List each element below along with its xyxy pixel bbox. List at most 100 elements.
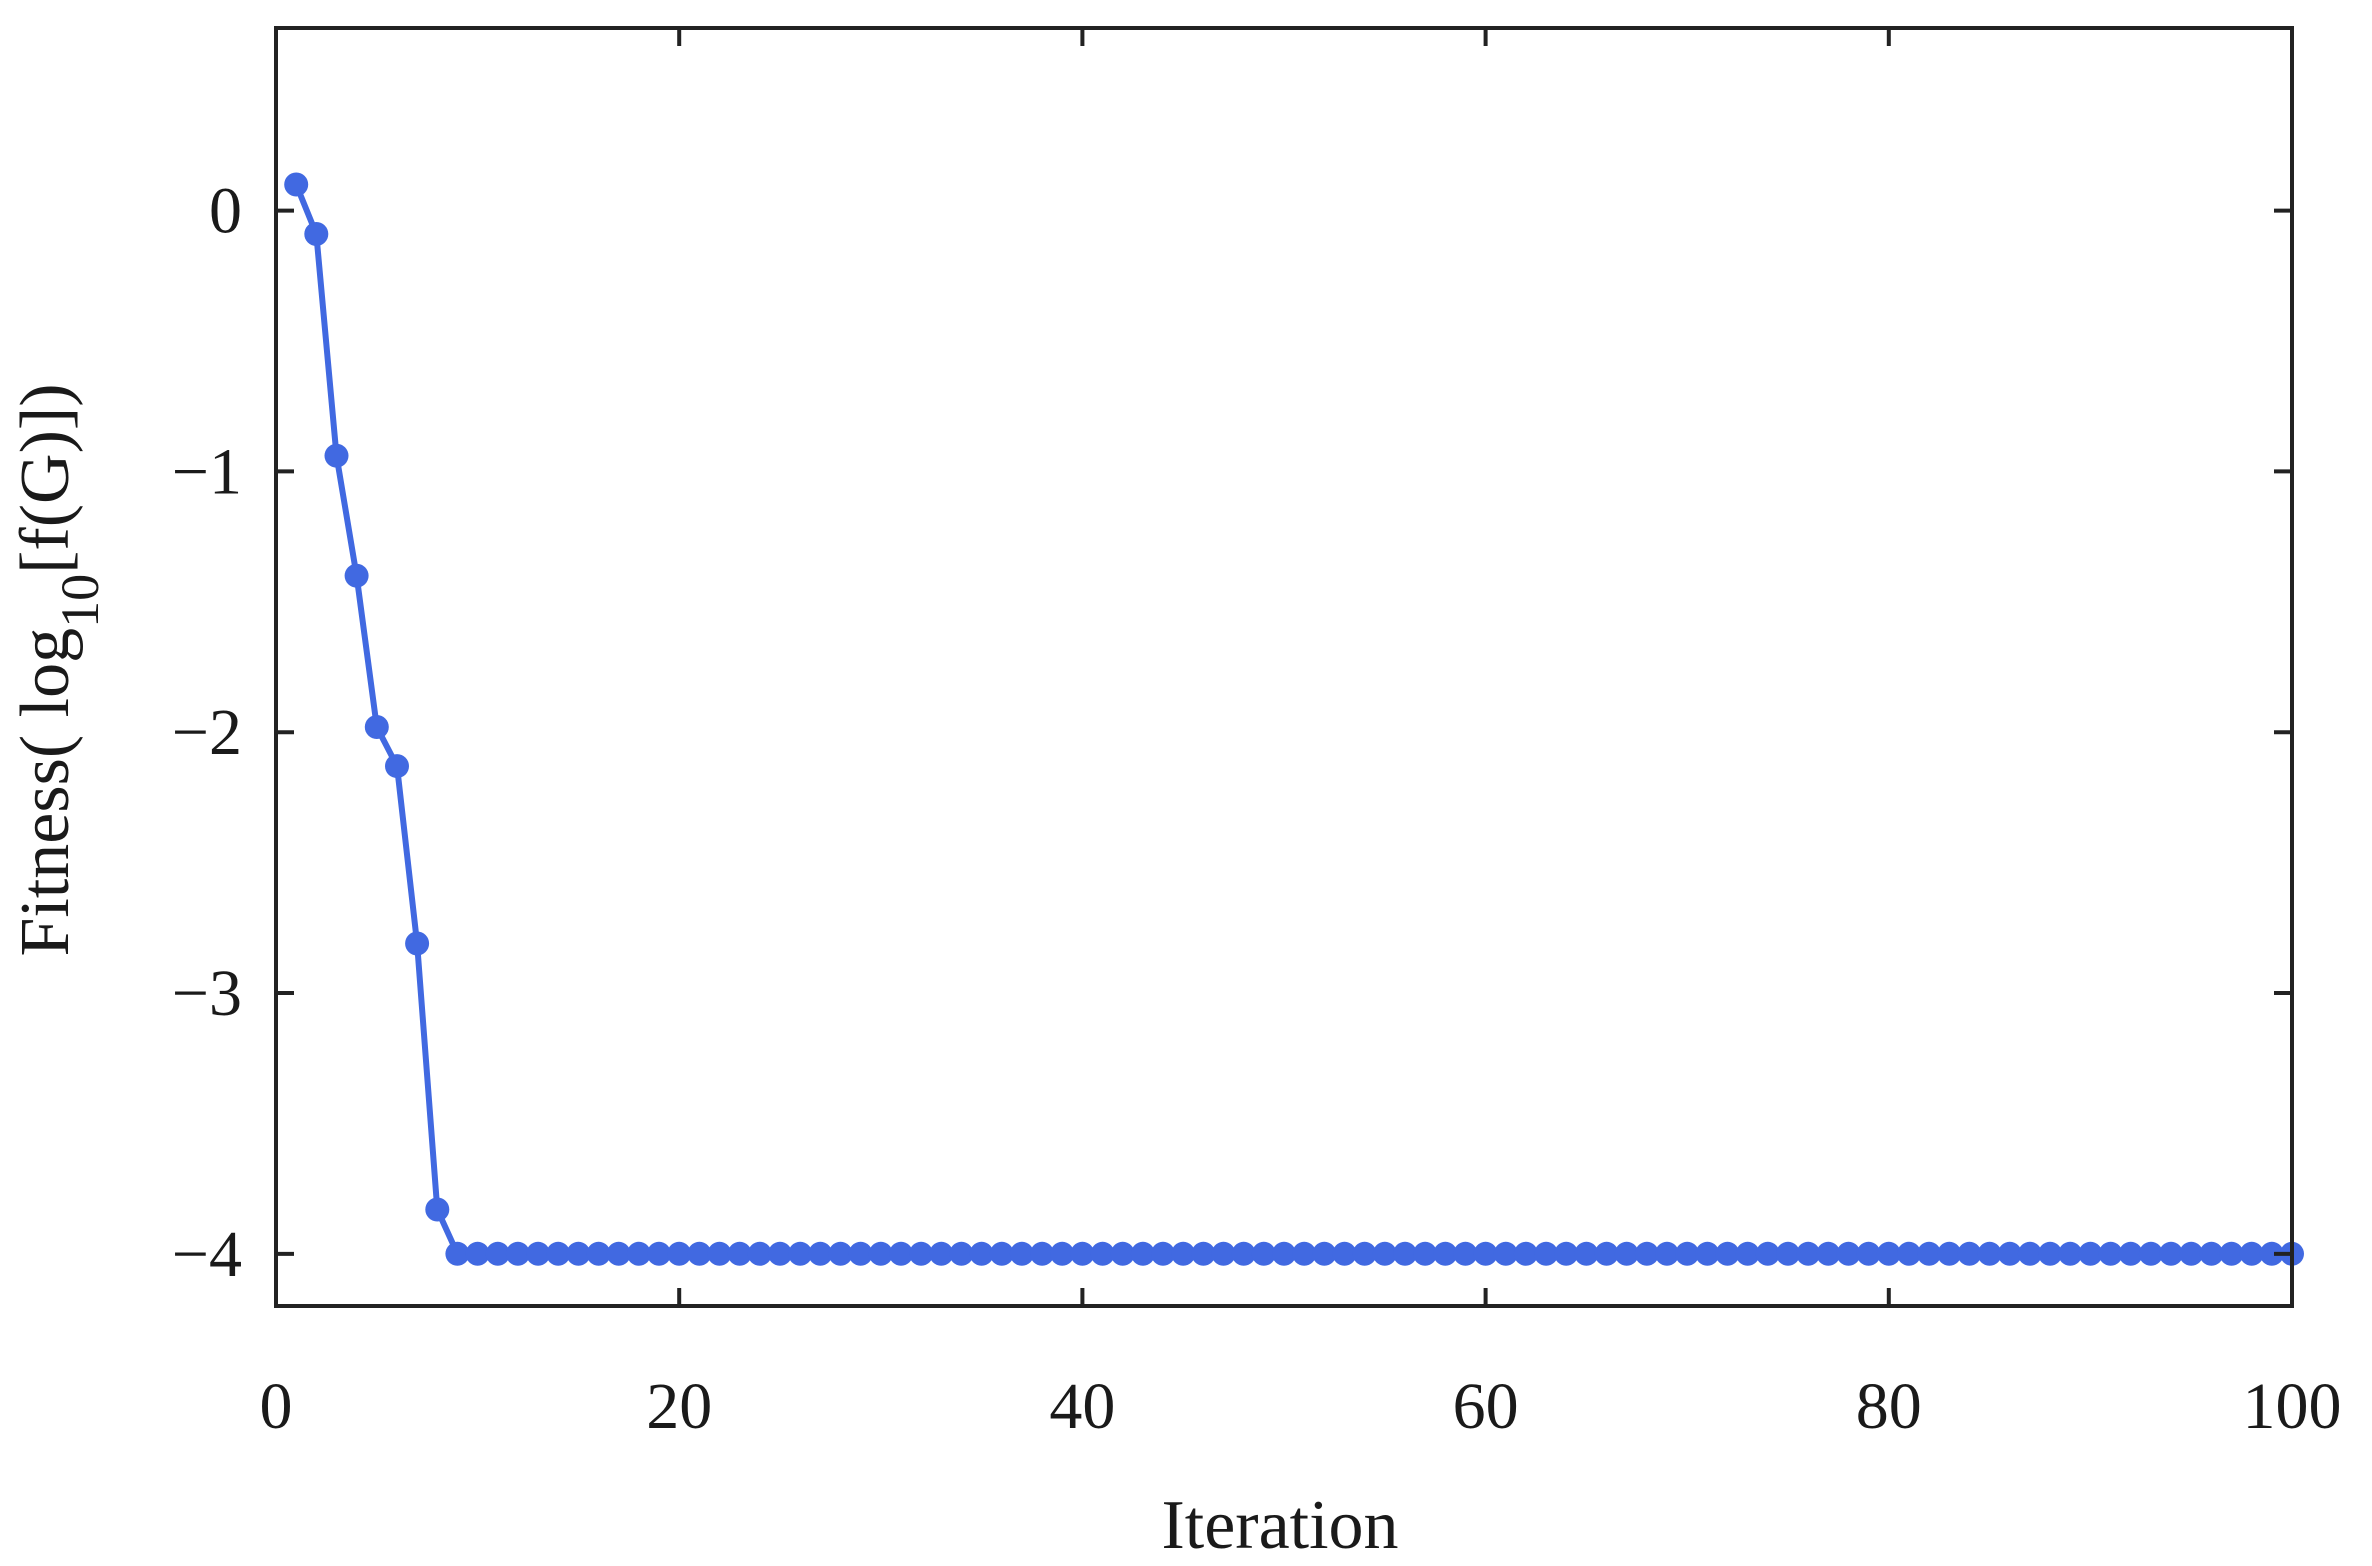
data-point — [566, 1241, 591, 1266]
data-point — [1675, 1241, 1700, 1266]
data-point — [1715, 1241, 1740, 1266]
data-point — [1695, 1241, 1720, 1266]
data-point — [1634, 1241, 1659, 1266]
y-tick-label: −2 — [172, 696, 242, 769]
data-point — [929, 1241, 954, 1266]
data-point — [324, 443, 349, 468]
data-point — [1917, 1241, 1942, 1266]
data-point — [1513, 1241, 1538, 1266]
data-point — [626, 1241, 651, 1266]
data-point — [808, 1241, 833, 1266]
data-point — [2138, 1241, 2163, 1266]
data-point — [1876, 1241, 1901, 1266]
data-point — [667, 1241, 692, 1266]
y-axis-title-prefix: Fitness( log — [7, 628, 84, 957]
data-point — [1211, 1241, 1236, 1266]
data-point — [304, 222, 329, 246]
x-tick-label: 60 — [1453, 1370, 1519, 1443]
data-point — [687, 1241, 712, 1266]
data-point — [1151, 1241, 1175, 1266]
data-point — [344, 563, 369, 588]
data-point — [2199, 1241, 2224, 1266]
data-point — [1554, 1241, 1579, 1266]
data-point — [1897, 1241, 1921, 1266]
data-point — [647, 1241, 671, 1266]
data-point — [1594, 1241, 1619, 1266]
data-point — [2239, 1241, 2264, 1266]
data-point — [727, 1241, 752, 1266]
data-point — [2219, 1241, 2244, 1266]
data-point — [1453, 1241, 1478, 1266]
data-point — [1070, 1241, 1095, 1266]
plot-frame — [274, 26, 2294, 1308]
data-point — [989, 1241, 1014, 1266]
data-point — [2058, 1241, 2083, 1266]
data-point — [1574, 1241, 1599, 1266]
data-point — [1776, 1241, 1800, 1266]
y-axis-title: Fitness( log10[f(G)]) — [7, 383, 110, 956]
data-point — [2259, 1241, 2284, 1266]
data-point — [1836, 1241, 1861, 1266]
data-point — [2118, 1241, 2143, 1266]
data-point — [1735, 1241, 1760, 1266]
y-axis-title-suffix: [f(G)]) — [7, 383, 84, 573]
data-point — [1292, 1241, 1317, 1266]
data-point — [707, 1241, 732, 1266]
data-point — [1030, 1241, 1055, 1266]
y-tick-label: −3 — [172, 957, 242, 1030]
data-point — [1655, 1241, 1679, 1266]
data-point — [465, 1241, 490, 1266]
plot-marks — [284, 172, 2304, 1266]
data-point — [1050, 1241, 1075, 1266]
y-tick-label: 0 — [209, 175, 242, 248]
data-point — [405, 931, 430, 956]
x-tick-label: 20 — [646, 1370, 712, 1443]
data-point — [2078, 1241, 2103, 1266]
data-point — [1433, 1241, 1458, 1266]
data-point — [1110, 1241, 1135, 1266]
data-point — [606, 1241, 631, 1266]
data-point — [949, 1241, 974, 1266]
data-point — [969, 1241, 994, 1266]
data-point — [364, 715, 389, 739]
data-point — [2098, 1241, 2123, 1266]
data-point — [1312, 1241, 1337, 1266]
data-point — [1614, 1241, 1639, 1266]
data-point — [909, 1241, 934, 1266]
x-tick-label: 80 — [1856, 1370, 1922, 1443]
data-point — [1332, 1241, 1357, 1266]
y-tick-label: −1 — [172, 435, 242, 508]
data-point — [747, 1241, 772, 1266]
data-point — [1009, 1241, 1034, 1266]
data-point — [1272, 1241, 1296, 1266]
data-point — [1130, 1241, 1155, 1266]
data-point — [485, 1241, 510, 1266]
data-point — [828, 1241, 853, 1266]
data-point — [788, 1241, 813, 1266]
data-point — [2038, 1241, 2063, 1266]
data-point — [768, 1241, 792, 1266]
data-point — [1997, 1241, 2022, 1266]
data-point — [1755, 1241, 1780, 1266]
data-point — [1090, 1241, 1115, 1266]
data-point — [2179, 1241, 2204, 1266]
data-point — [1191, 1241, 1216, 1266]
data-point — [1957, 1241, 1982, 1266]
data-point — [284, 172, 309, 197]
data-point — [848, 1241, 873, 1266]
data-point — [445, 1241, 470, 1266]
data-point — [526, 1241, 551, 1266]
data-point — [1937, 1241, 1962, 1266]
y-axis-title-subscript: 10 — [50, 574, 110, 628]
data-point — [868, 1241, 893, 1266]
x-axis-title: Iteration — [1161, 1487, 1398, 1564]
data-point — [586, 1241, 611, 1266]
axis-ticks: 0 20 40 60 80 100 0 −1 −2 −3 −4 — [172, 28, 2342, 1443]
data-point — [1231, 1241, 1256, 1266]
data-point — [1816, 1241, 1841, 1266]
data-point — [425, 1197, 450, 1222]
data-point — [1856, 1241, 1881, 1266]
data-point — [1534, 1241, 1559, 1266]
